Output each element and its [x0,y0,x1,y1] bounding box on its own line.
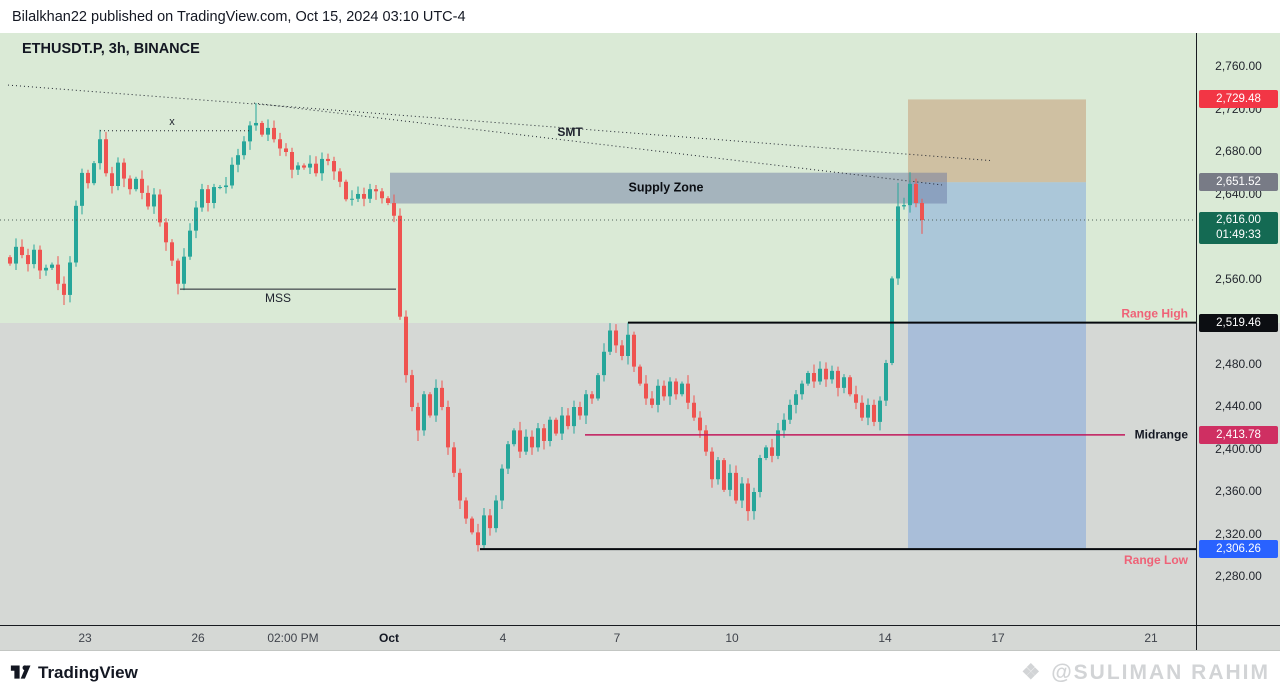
price-tick: 2,480.00 [1215,356,1262,371]
smt-label: SMT [557,125,583,139]
time-label: 7 [613,631,621,645]
price-chart-plot[interactable]: SMT x MSS Supply Zone Range High Midrange Rang… [0,33,1196,625]
zones-layer [390,99,1086,550]
annotations-layer: SMT x MSS Supply Zone Range High Midrange Rang… [169,116,1188,567]
price-tick: 2,320.00 [1215,526,1262,541]
chart-area[interactable]: SMT x MSS Supply Zone Range High Midrange Rang… [0,33,1280,650]
price-tick: 2,440.00 [1215,399,1262,413]
supply-zone-box[interactable] [390,172,947,204]
time-axis[interactable]: 23 26 02:00 PM Oct 4 7 10 14 17 21 [0,625,1280,650]
swing-x-label: x [169,116,175,128]
time-label: 10 [725,631,739,645]
publish-header: Bilalkhan22 published on TradingView.com… [0,0,1280,33]
price-tick: 2,400.00 [1215,441,1262,456]
trendlines-layer [7,84,991,186]
author-watermark-text: @SULIMAN RAHIM [1051,660,1270,684]
sparkle-icon: ❖ [1021,661,1043,684]
supply-zone-label: Supply Zone [629,180,704,194]
price-badge: 2,616.00 01:49:33 [1199,212,1278,244]
price-badge: 2,729.48 [1199,90,1278,109]
range-low-label: Range Low [1124,553,1189,567]
symbol-title: ETHUSDT.P, 3h, BINANCE [22,41,200,57]
tradingview-logo[interactable]: TradingView [10,662,138,683]
price-badge: 2,413.78 [1199,425,1278,444]
time-label: 02:00 PM [267,631,319,645]
candlesticks-layer [8,103,924,552]
target-box-upper[interactable] [908,99,1086,183]
time-label: 23 [78,631,92,645]
time-label: 17 [991,631,1005,645]
price-tick: 2,680.00 [1215,144,1262,158]
time-label: 26 [191,631,205,645]
tradingview-logo-icon [10,665,31,679]
price-badge: 2,306.26 [1199,540,1278,559]
price-tick: 2,560.00 [1215,271,1262,286]
footer: TradingView ❖ @SULIMAN RAHIM [0,650,1280,694]
price-badge: 2,651.52 [1199,173,1278,192]
price-tick: 2,280.00 [1215,569,1262,583]
projection-box[interactable] [908,182,1086,550]
price-badge: 2,519.46 [1199,313,1278,332]
price-tick: 2,760.00 [1215,59,1262,73]
smt-upper-trendline[interactable] [7,84,991,161]
range-high-label: Range High [1121,307,1188,321]
mss-label: MSS [265,291,291,305]
time-label: 4 [499,631,507,645]
levels-layer [0,130,1196,551]
time-label: 14 [878,631,892,645]
price-axis[interactable]: 2,760.00 2,720.00 2,680.00 2,640.00 2,560.00… [1196,33,1280,650]
midrange-label: Midrange [1135,427,1189,441]
time-label: Oct [378,631,400,645]
price-tick: 2,360.00 [1215,484,1262,498]
time-label: 21 [1144,631,1158,645]
smt-lower-trendline[interactable] [253,102,943,186]
publish-info: Bilalkhan22 published on TradingView.com… [12,8,466,25]
author-watermark: ❖ @SULIMAN RAHIM [1021,660,1270,685]
tradingview-wordmark: TradingView [38,662,138,682]
